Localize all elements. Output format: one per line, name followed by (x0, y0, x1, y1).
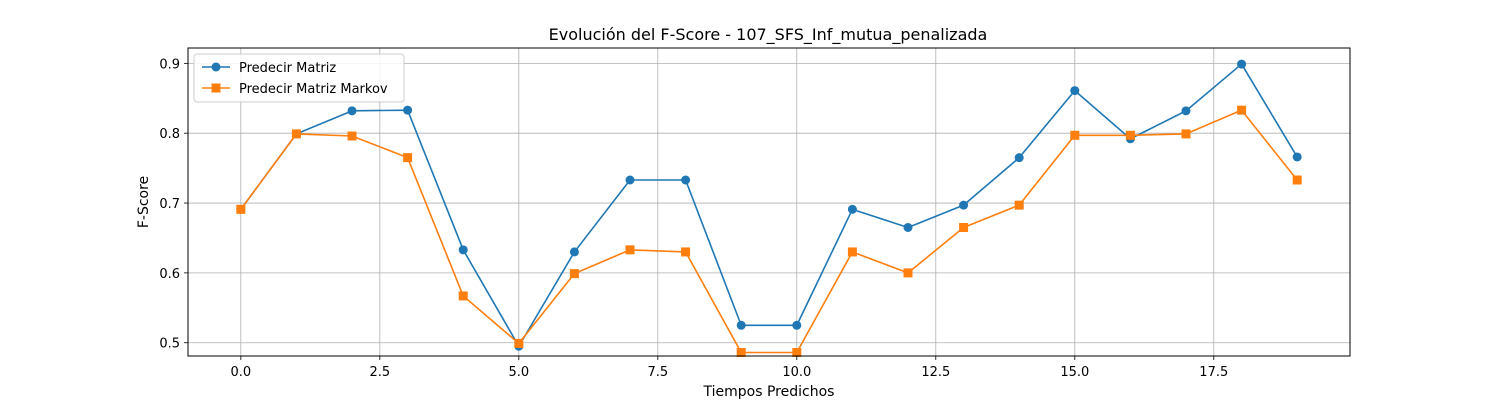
data-point (1237, 105, 1247, 115)
y-tick-label: 0.6 (159, 267, 180, 282)
data-point (625, 245, 635, 255)
data-point (847, 247, 857, 257)
data-point (625, 175, 635, 185)
series-line (240, 63, 1298, 348)
y-tick-label: 0.9 (159, 57, 180, 72)
series-1 (236, 59, 1302, 351)
data-point (569, 269, 579, 279)
x-tick-label: 12.5 (921, 365, 950, 380)
legend: Predecir Matriz Predecir Matriz Markov (193, 53, 405, 103)
grid (188, 48, 1350, 356)
data-point (403, 105, 413, 115)
data-point (903, 222, 913, 232)
data-point (1014, 153, 1024, 163)
data-point (1014, 200, 1024, 210)
data-point (569, 247, 579, 257)
data-point (903, 268, 913, 278)
data-point (847, 204, 857, 214)
legend-label: Predecir Matriz (239, 61, 336, 76)
data-point (1292, 175, 1302, 185)
x-tick-label: 0.0 (230, 365, 251, 380)
x-tick-label: 5.0 (508, 365, 529, 380)
x-tick-label: 7.5 (647, 365, 668, 380)
data-point (347, 131, 357, 141)
y-tick-label: 0.7 (159, 197, 180, 212)
data-point (1125, 130, 1135, 140)
data-point (514, 338, 524, 348)
x-tick-label: 2.5 (369, 365, 390, 380)
data-point (736, 320, 746, 330)
x-tick-label: 10.0 (782, 365, 811, 380)
data-point (1070, 86, 1080, 96)
data-point (1292, 152, 1302, 162)
data-point (403, 153, 413, 163)
legend-item: Predecir Matriz (202, 61, 336, 76)
legend-label: Predecir Matriz Markov (239, 82, 388, 97)
chart-title: Evolución del F-Score - 107_SFS_Inf_mutu… (549, 25, 988, 45)
data-point (959, 200, 969, 210)
x-axis-label: Tiempos Predichos (703, 384, 835, 400)
legend-item: Predecir Matriz Markov (202, 82, 388, 97)
y-tick-label: 0.8 (159, 127, 180, 142)
data-point (1237, 59, 1247, 69)
data-point (236, 204, 246, 214)
data-point (681, 247, 691, 257)
series-line (240, 109, 1298, 354)
data-point (736, 348, 746, 358)
series-layer (236, 59, 1302, 358)
data-point (792, 348, 802, 358)
data-point (1181, 106, 1191, 116)
x-tick-label: 15.0 (1060, 365, 1089, 380)
data-point (681, 175, 691, 185)
series-2 (236, 105, 1302, 358)
data-point (792, 320, 802, 330)
data-point (291, 129, 301, 139)
legend-marker (211, 62, 221, 72)
legend-box (193, 53, 405, 103)
data-point (1070, 130, 1080, 140)
data-point (458, 291, 468, 301)
legend-marker (211, 83, 221, 93)
plot-frame (187, 47, 1351, 357)
y-tick-label: 0.5 (159, 337, 180, 352)
y-axis-label: F-Score (136, 176, 152, 228)
data-point (1181, 129, 1191, 139)
ticks: 0.0 2.5 5.0 7.5 10.0 12.5 15.0 17.5 0.5 0.6 0.7 0.8… (159, 57, 1228, 380)
x-tick-label: 17.5 (1199, 365, 1228, 380)
data-point (458, 245, 468, 255)
data-point (347, 106, 357, 116)
data-point (959, 222, 969, 232)
